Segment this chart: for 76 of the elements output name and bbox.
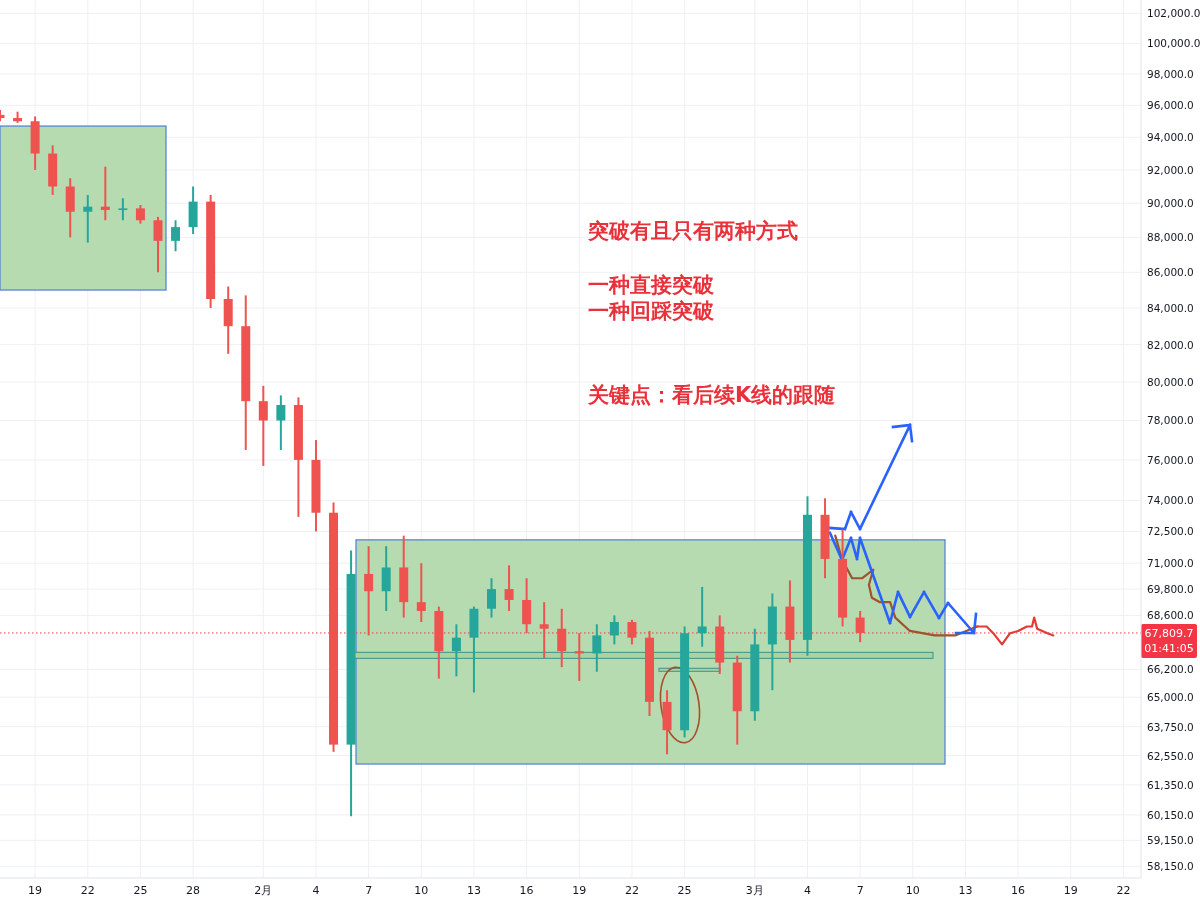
text: 01:41:05 [1144, 641, 1194, 655]
y-tick-label: 86,000.0 [1147, 266, 1194, 279]
x-tick-label: 16 [1011, 884, 1026, 897]
candlestick [487, 577, 497, 619]
annotation: 突破有且只有两种方式 [587, 219, 798, 243]
y-tick-label: 94,000.0 [1147, 131, 1194, 144]
candlestick [539, 601, 549, 660]
y-tick-label: 102,000.0 [1147, 7, 1200, 20]
candlestick [504, 564, 514, 612]
ref-line-label: 67,809.7 [1144, 626, 1194, 640]
x-tick-label: 7 [365, 884, 373, 897]
x-tick-label: 19 [1063, 884, 1078, 897]
candlestick [135, 203, 145, 225]
x-tick-label: 7 [856, 884, 864, 897]
candlestick [381, 545, 391, 612]
candlestick [592, 623, 602, 673]
annotation: 关键点：看后续K线的跟随 [587, 383, 836, 407]
y-tick-label: 96,000.0 [1147, 99, 1194, 112]
y-tick-label: 63,750.0 [1147, 720, 1194, 733]
x-tick-label: 4 [312, 884, 320, 897]
x-tick-label: 22 [1116, 884, 1131, 897]
x-tick-label: 19 [28, 884, 43, 897]
y-tick-label: 74,000.0 [1147, 494, 1194, 507]
y-tick-label: 100,000.0 [1147, 37, 1200, 50]
y-tick-label: 66,200.0 [1147, 663, 1194, 676]
y-tick-label: 71,000.0 [1147, 557, 1194, 570]
x-tick-label: 2月 [254, 884, 273, 897]
candlestick [153, 215, 163, 274]
x-tick-label: 19 [572, 884, 587, 897]
y-tick-label: 62,550.0 [1147, 749, 1194, 762]
y-tick-label: 60,150.0 [1147, 808, 1194, 821]
candlestick [100, 165, 110, 222]
x-tick-label: 10 [414, 884, 429, 897]
annotation: 一种回踩突破 [588, 299, 715, 323]
candlestick [83, 193, 93, 244]
y-tick-label: 90,000.0 [1147, 197, 1194, 210]
x-tick-label: 10 [905, 884, 920, 897]
candlestick [697, 585, 707, 648]
y-tick-label: 78,000.0 [1147, 414, 1194, 427]
y-tick-label: 65,000.0 [1147, 691, 1194, 704]
annotation: 一种直接突破 [588, 273, 715, 297]
candlestick [855, 609, 865, 644]
x-tick-label: 28 [186, 884, 201, 897]
candlestick [276, 394, 286, 451]
y-tick-label: 98,000.0 [1147, 68, 1194, 81]
y-tick-label: 69,800.0 [1147, 583, 1194, 596]
y-tick-label: 80,000.0 [1147, 376, 1194, 389]
y-tick-label: 82,000.0 [1147, 338, 1194, 351]
x-tick-label: 22 [80, 884, 95, 897]
x-tick-label: 3月 [745, 884, 764, 897]
x-tick-label: 16 [519, 884, 534, 897]
y-tick-label: 88,000.0 [1147, 231, 1194, 244]
y-tick-label: 58,150.0 [1147, 860, 1194, 873]
candlestick [557, 607, 567, 669]
x-tick-label: 4 [803, 884, 811, 897]
candlestick [118, 197, 128, 222]
candlestick [451, 623, 461, 678]
y-tick-label: 92,000.0 [1147, 163, 1194, 176]
x-tick-label: 13 [466, 884, 481, 897]
candlestick [258, 384, 268, 467]
y-tick-label: 59,150.0 [1147, 834, 1194, 847]
candlestick [627, 618, 637, 646]
y-tick-label: 61,350.0 [1147, 778, 1194, 791]
candlestick [609, 614, 619, 646]
x-tick-label: 25 [677, 884, 692, 897]
y-tick-label: 72,500.0 [1147, 525, 1194, 538]
candlestick [364, 545, 374, 637]
x-tick-label: 22 [624, 884, 639, 897]
candlestick [171, 219, 181, 253]
candlestick [416, 562, 426, 624]
y-tick-label: 84,000.0 [1147, 302, 1194, 315]
y-tick-label: 68,600.0 [1147, 609, 1194, 622]
y-tick-label: 76,000.0 [1147, 453, 1194, 466]
candlestick [574, 632, 584, 682]
x-tick-label: 13 [958, 884, 973, 897]
x-tick-label: 25 [133, 884, 148, 897]
